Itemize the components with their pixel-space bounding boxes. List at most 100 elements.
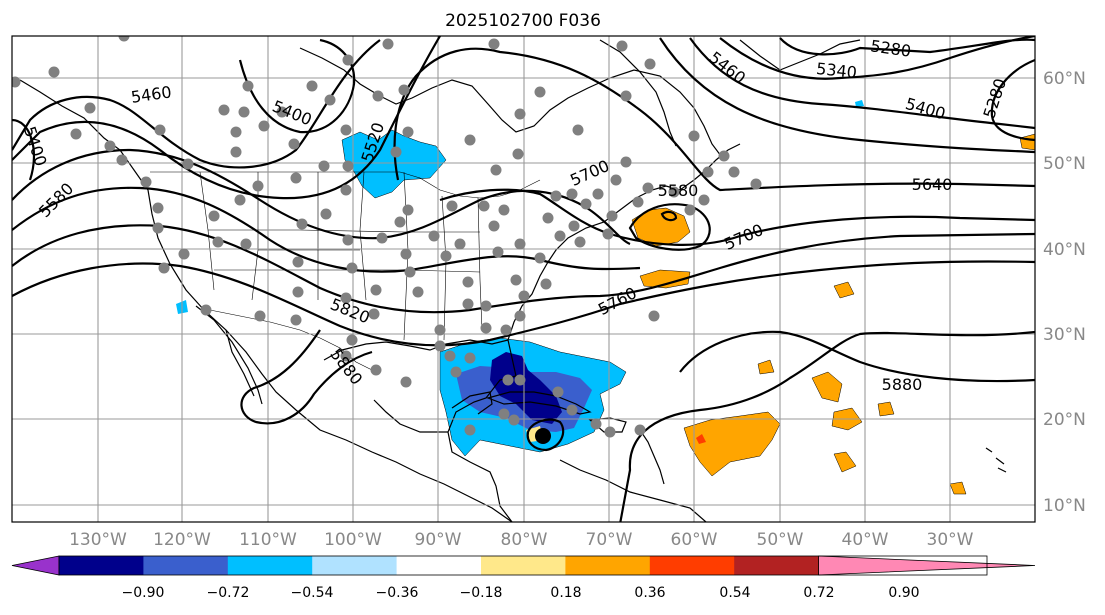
gulf-coast (323, 339, 517, 522)
station-dot (490, 164, 502, 176)
station-dot (370, 284, 382, 296)
lon-label: 70°W (586, 530, 633, 550)
station-dot (154, 124, 166, 136)
lat-label: 10°N (1043, 496, 1086, 516)
station-dot (550, 190, 562, 202)
contour-line (719, 36, 1035, 80)
orange-anomaly-east5 (833, 281, 855, 299)
station-dot (718, 150, 730, 162)
station-dot (340, 292, 352, 304)
station-dot (276, 106, 288, 118)
contour-label: 5640 (912, 175, 953, 194)
station-dot (158, 262, 170, 274)
contour-line (659, 37, 1035, 154)
station-dot (514, 374, 526, 386)
contour-line (689, 37, 1035, 130)
station-dot (412, 286, 424, 298)
station-dot (290, 172, 302, 184)
station-dot (450, 366, 462, 378)
station-dot (728, 166, 740, 178)
station-dot (514, 310, 526, 322)
colorbar-tick-label: 0.72 (803, 585, 834, 601)
station-dot (440, 250, 452, 262)
station-dot (258, 120, 270, 132)
lon-label: 60°W (671, 530, 718, 550)
colorbar-tick-label: 0.54 (719, 585, 750, 601)
station-dot (668, 186, 680, 198)
lon-label: 80°W (501, 530, 548, 550)
station-dot (606, 210, 618, 222)
station-dot (318, 160, 330, 172)
red-anomaly-spot (696, 434, 706, 444)
graticule (12, 36, 1035, 522)
station-dot (320, 208, 332, 220)
station-dot (604, 426, 616, 438)
station-dot (116, 154, 128, 166)
colorbar-segment (312, 556, 398, 575)
station-dot (444, 350, 456, 362)
station-dot (534, 252, 546, 264)
blue-anomaly-atlantic (855, 100, 864, 107)
labrador-coast (599, 39, 861, 147)
colorbar-tick-label: 0.18 (550, 585, 581, 601)
station-dot (292, 286, 304, 298)
station-dot (118, 36, 130, 42)
contour-line (12, 148, 631, 246)
station-dot (240, 238, 252, 250)
station-dot (540, 278, 552, 290)
lon-label: 100°W (324, 530, 382, 550)
station-dot (346, 262, 358, 274)
station-dot (48, 66, 60, 78)
station-dot (508, 414, 520, 426)
station-dot (368, 308, 380, 320)
contour-line (990, 58, 1035, 142)
yucatan-coast (373, 391, 493, 433)
station-dot (254, 310, 266, 322)
station-dot (500, 324, 512, 336)
map-panel: 5280 5340 5400 5460 5400 5460 5400 5580 … (11, 35, 1036, 523)
station-dot (390, 146, 402, 158)
station-dot (648, 310, 660, 322)
station-dot (70, 128, 82, 140)
colorbar-extend-high (818, 555, 1036, 576)
station-dot (376, 232, 388, 244)
contour-line (619, 330, 1035, 522)
colorbar-segment (227, 556, 313, 575)
station-dot (208, 210, 220, 222)
station-dot (478, 200, 490, 212)
station-dot (616, 40, 628, 52)
contour-line (12, 39, 381, 169)
station-dot (324, 94, 336, 106)
contour-line (628, 203, 711, 251)
station-dot (404, 266, 416, 278)
station-dot (346, 334, 358, 346)
station-dot (480, 300, 492, 312)
station-dot (394, 216, 406, 228)
station-dot (370, 364, 382, 376)
station-dot (230, 126, 242, 138)
station-dot (372, 90, 384, 102)
map-title: 2025102700 F036 (445, 11, 601, 31)
station-dot (634, 424, 646, 436)
station-dot (462, 276, 474, 288)
station-dot (514, 108, 526, 120)
station-dot (306, 80, 318, 92)
colorbar-tick-label: −0.72 (207, 585, 250, 601)
station-dot (238, 106, 250, 118)
station-dot (342, 54, 354, 66)
station-dot (230, 146, 242, 158)
contour-line (12, 36, 441, 200)
contour-line (393, 47, 1035, 192)
colorbar-segment (565, 556, 651, 575)
station-dot (602, 228, 614, 240)
station-dot (684, 204, 696, 216)
contour-line (679, 330, 1035, 383)
lat-label: 60°N (1043, 69, 1086, 89)
colorbar-tick-label: −0.36 (376, 585, 419, 601)
colorbar-tick-label: −0.18 (460, 585, 503, 601)
station-dot (512, 148, 524, 160)
longitude-labels: 130°W 120°W 110°W 100°W 90°W 80°W 70°W 6… (69, 530, 974, 550)
map-frame (11, 35, 1036, 523)
station-dot (566, 188, 578, 200)
